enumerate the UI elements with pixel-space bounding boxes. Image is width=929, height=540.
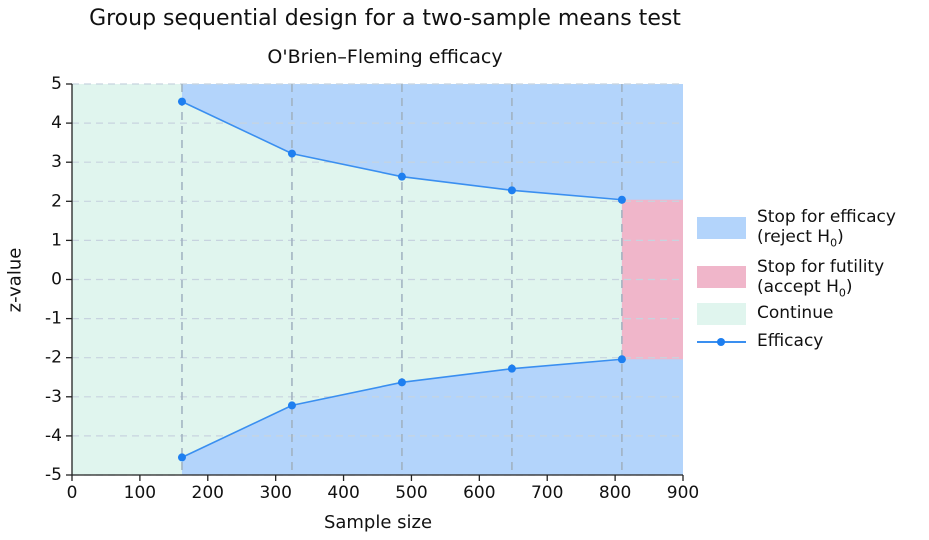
legend-item-efficacy-line: Efficacy [697,331,925,371]
legend-item-futility-region: Stop for futility (accept H0) [697,255,925,299]
y-tick-label: 2 [51,191,62,211]
legend-sub-suffix: ) [837,227,844,247]
legend-item-efficacy-region: Stop for efficacy (reject H0) [697,205,925,249]
x-axis-title: Sample size [323,512,433,533]
legend-swatch-futility [697,266,746,288]
y-tick-label: -5 [45,465,62,485]
efficacy-lower-point [507,364,516,373]
efficacy-upper-point [177,97,186,106]
legend-label-futility-region: Stop for futility [757,257,885,277]
y-axis-title: z-value [4,247,26,313]
legend-sublabel-efficacy-region: (reject H0) [757,229,844,251]
legend-item-continue-region: Continue [697,303,925,343]
x-tick-label: 600 [463,483,495,503]
y-tick-label: 1 [51,230,62,250]
efficacy-lower-point [617,355,626,364]
x-tick-label: 200 [192,483,224,503]
legend-sub-prefix: (accept H [757,277,839,297]
x-tick-label: 0 [67,483,78,503]
legend-marker-efficacy [717,338,725,346]
chart-title: Group sequential design for a two-sample… [89,6,681,31]
efficacy-lower-point [177,453,186,462]
x-tick-label: 900 [667,483,699,503]
efficacy-upper-point [617,195,626,204]
x-tick-label: 100 [124,483,156,503]
series-layer [177,97,626,462]
efficacy-upper-point [287,149,296,158]
y-tick-label: -3 [45,387,62,407]
efficacy-lower-point [397,378,406,387]
x-tick-label: 700 [531,483,563,503]
legend-sublabel-futility-region: (accept H0) [757,279,853,301]
continue-region [72,84,622,475]
x-tick-label: 500 [395,483,427,503]
legend-label-continue-region: Continue [757,303,834,323]
y-tick-label: 3 [51,152,62,172]
efficacy-upper-point [397,172,406,181]
x-tick-label: 300 [259,483,291,503]
efficacy-upper-point [507,186,516,195]
y-tick-label: 4 [51,113,62,133]
y-tick-label: -2 [45,348,62,368]
legend-swatch-efficacy [697,217,746,239]
x-tick-label: 400 [327,483,359,503]
legend-label-efficacy-region: Stop for efficacy [757,207,896,227]
chart-subtitle: O'Brien–Fleming efficacy [267,46,503,68]
y-tick-label: -4 [45,426,62,446]
legend-sub-prefix: (reject H [757,227,831,247]
legend-swatch-continue [697,303,746,325]
y-tick-label: -1 [45,309,62,329]
legend-sub-index: 0 [830,236,838,250]
y-tick-label: 0 [51,270,62,290]
y-tick-label: 5 [51,74,62,94]
legend-label-efficacy-line: Efficacy [757,331,824,351]
x-tick-label: 800 [599,483,631,503]
legend-sub-index: 0 [838,286,846,300]
legend-sub-suffix: ) [845,277,853,297]
efficacy-lower-point [287,401,296,410]
